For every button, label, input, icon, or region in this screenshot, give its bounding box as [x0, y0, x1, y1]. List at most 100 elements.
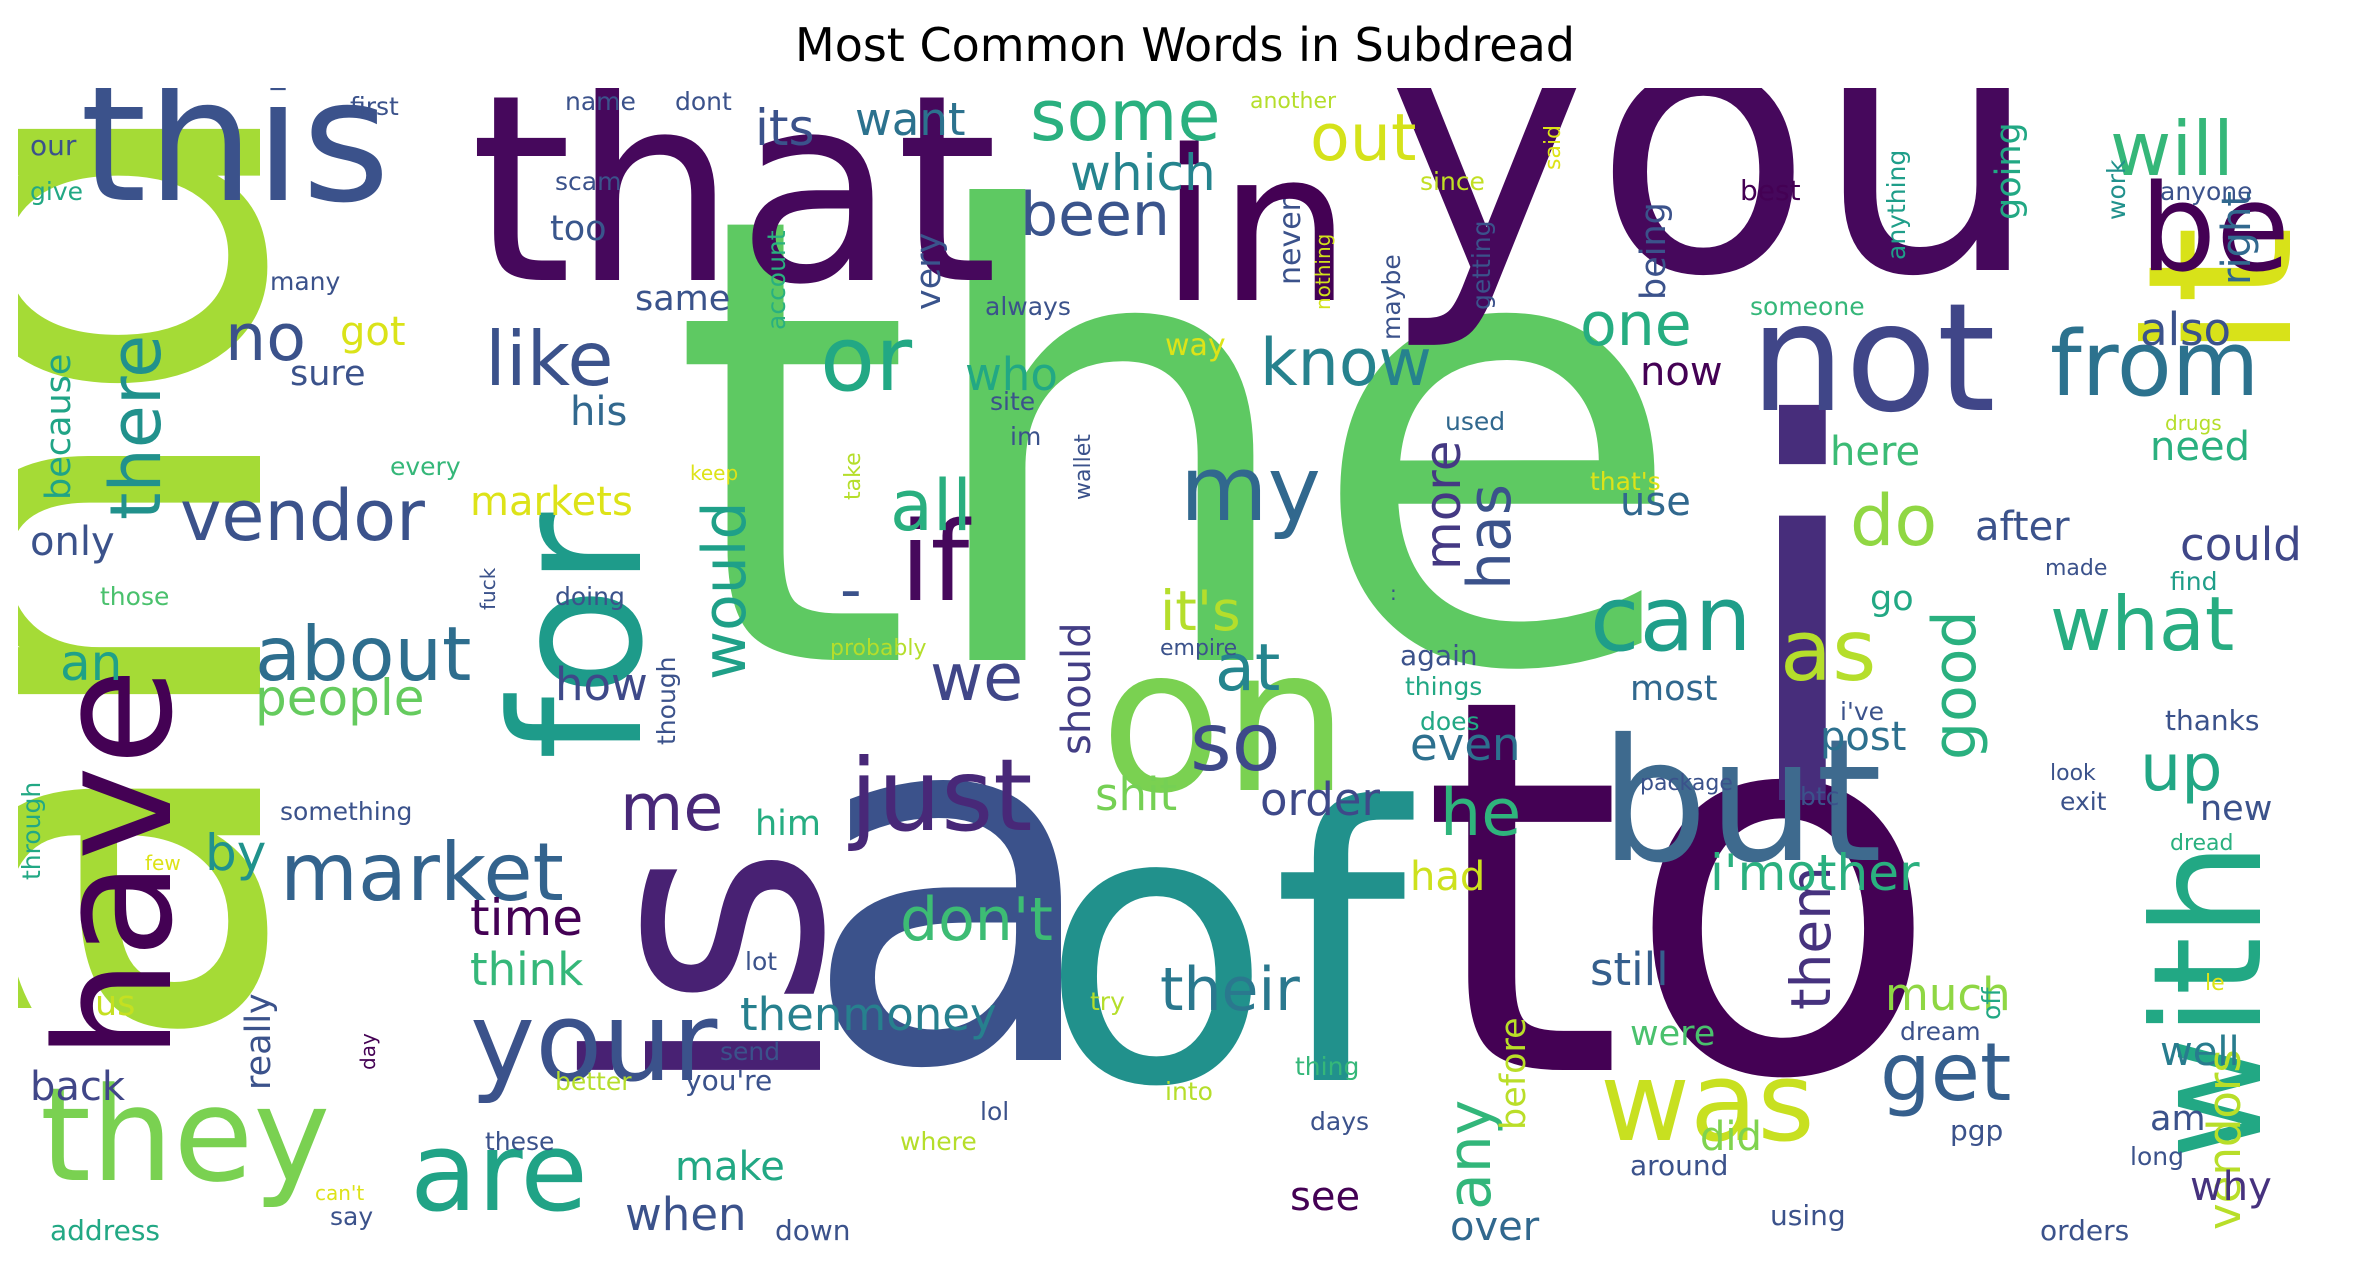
word-110: over — [1450, 1204, 1540, 1250]
word-32: will — [2110, 105, 2234, 193]
word-41: what — [2050, 580, 2234, 668]
word-44: been — [1020, 180, 1170, 250]
word-13: on — [1100, 605, 1349, 838]
word-187: long — [2130, 1142, 2184, 1171]
word-46: no — [225, 301, 306, 376]
word-1: and — [18, 88, 383, 1060]
word-190: address — [50, 1214, 160, 1247]
word-10: it — [2105, 226, 2338, 360]
word-183: these — [485, 1127, 554, 1156]
word-125: since — [1420, 167, 1485, 196]
chart-title: Most Common Words in Subdread — [795, 18, 1575, 72]
word-35: all — [890, 465, 972, 547]
word-70: right — [2214, 191, 2260, 285]
word-181: lol — [980, 1097, 1009, 1126]
word-50: he — [1440, 776, 1521, 851]
word-162: something — [280, 797, 412, 826]
word-2: you — [1380, 88, 2041, 355]
word-104: us — [95, 984, 135, 1024]
word-132: best — [1740, 174, 1801, 207]
word-18: be — [2140, 160, 2290, 299]
word-63: its — [755, 99, 815, 157]
word-166: btc — [1800, 782, 1839, 811]
word-80: need — [2150, 424, 2250, 470]
word-22: just — [848, 737, 1032, 854]
word-120: first — [350, 92, 399, 121]
word-194: - — [840, 555, 862, 625]
word-21: your — [470, 978, 718, 1106]
word-143: drugs — [2165, 411, 2222, 435]
word-116: why — [2190, 1164, 2272, 1210]
word-134: anyone — [2160, 177, 2252, 206]
word-99: very — [909, 233, 949, 310]
word-58: don't — [900, 885, 1053, 955]
word-39: about — [255, 610, 471, 698]
word-180: into — [1165, 1077, 1213, 1106]
word-161: though — [652, 656, 681, 745]
word-148: that's — [1590, 467, 1661, 496]
word-146: take — [841, 452, 866, 500]
word-102: him — [755, 804, 821, 844]
word-101: should — [1054, 622, 1100, 755]
word-105: back — [30, 1064, 126, 1110]
word-170: lot — [745, 947, 777, 976]
word-73: thenmoney — [740, 988, 997, 1041]
word-157: things — [1405, 672, 1482, 701]
word-189: say — [330, 1202, 373, 1231]
word-48: at — [1215, 631, 1280, 706]
word-65: also — [2140, 303, 2231, 356]
word-69: vendors — [2198, 1049, 2251, 1230]
word-38: there — [95, 335, 177, 520]
word-62: which — [1070, 144, 1216, 202]
word-49: me — [620, 771, 723, 846]
word-129: maybe — [1377, 254, 1406, 340]
word-47: we — [930, 641, 1023, 716]
word-100: way — [1165, 328, 1226, 363]
word-117: most — [1630, 669, 1717, 709]
word-178: better — [555, 1067, 632, 1096]
word-82: now — [1640, 349, 1723, 395]
word-121: name — [565, 88, 636, 116]
word-193: orders — [2040, 1214, 2129, 1247]
word-76: order — [1260, 773, 1380, 826]
word-26: some — [1030, 88, 1221, 157]
word-5: that — [470, 88, 998, 342]
word-91: post — [1820, 714, 1906, 760]
word-43: out — [1310, 101, 1416, 176]
word-185: days — [1310, 1107, 1369, 1136]
word-17: with — [2122, 842, 2296, 1160]
word-97: going — [1989, 122, 2029, 220]
word-51: would — [690, 501, 760, 680]
word-60: by — [205, 824, 266, 882]
word-112: were — [1630, 1014, 1715, 1054]
word-167: look — [2050, 761, 2096, 786]
word-118: go — [1870, 579, 1914, 619]
word-137: give — [30, 177, 83, 206]
word-174: day — [356, 1033, 380, 1070]
word-4: a — [800, 596, 1106, 1178]
word-115: am — [2150, 1099, 2206, 1139]
word-152: fuck — [476, 567, 500, 610]
word-53: good — [1920, 610, 1990, 760]
word-24: if — [900, 498, 972, 626]
word-119: new — [2200, 789, 2272, 829]
word-144: every — [390, 452, 461, 481]
word-195: : — [1390, 581, 1397, 605]
word-155: empire — [1160, 636, 1237, 661]
word-160: thanks — [2165, 704, 2259, 737]
word-95: too — [550, 209, 607, 249]
word-31: vendor — [180, 475, 425, 557]
word-98: being — [1634, 202, 1674, 300]
word-142: used — [1445, 407, 1505, 436]
word-11: this — [80, 88, 390, 241]
word-128: nothing — [1311, 234, 1335, 310]
word-139: always — [985, 292, 1071, 321]
word-156: again — [1400, 639, 1478, 672]
word-6: i — [1730, 317, 1874, 923]
word-107: make — [675, 1144, 785, 1190]
word-179: you're — [685, 1064, 772, 1097]
word-191: down — [775, 1214, 851, 1247]
word-130: getting — [1467, 220, 1496, 310]
word-169: dread — [2170, 831, 2234, 856]
word-72: i'mother — [1710, 844, 1920, 902]
